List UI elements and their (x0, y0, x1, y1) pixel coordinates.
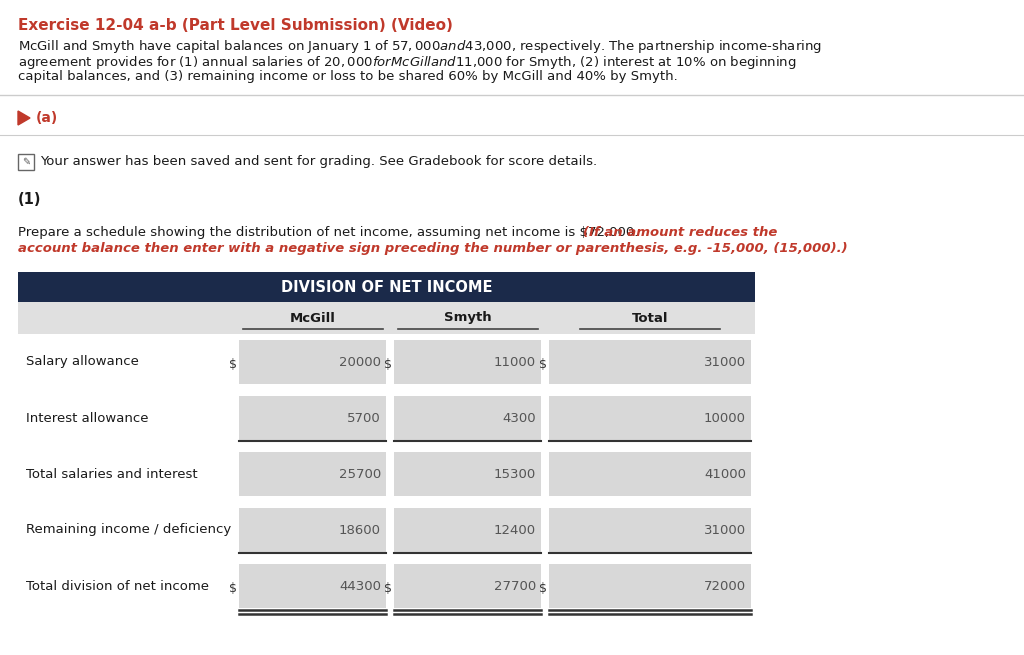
Text: Remaining income / deficiency: Remaining income / deficiency (26, 523, 231, 536)
Text: $: $ (539, 358, 547, 371)
Text: 20000: 20000 (339, 356, 381, 369)
Bar (549, 396, 751, 440)
Bar (239, 452, 386, 496)
Bar (549, 564, 751, 608)
Bar (18, 302, 755, 334)
Bar (18, 558, 755, 614)
Bar (18, 390, 755, 446)
FancyBboxPatch shape (18, 154, 34, 170)
Bar (394, 564, 541, 608)
Text: Salary allowance: Salary allowance (26, 356, 139, 369)
Text: 72000: 72000 (703, 580, 746, 593)
Text: $: $ (384, 358, 392, 371)
Text: McGill and Smyth have capital balances on January 1 of $57,000 and $43,000, resp: McGill and Smyth have capital balances o… (18, 38, 822, 55)
Polygon shape (18, 111, 30, 125)
Text: (a): (a) (36, 111, 58, 125)
Text: 10000: 10000 (705, 411, 746, 424)
Text: Your answer has been saved and sent for grading. See Gradebook for score details: Your answer has been saved and sent for … (40, 155, 597, 168)
Text: (If an amount reduces the: (If an amount reduces the (583, 226, 777, 239)
Bar (239, 508, 386, 552)
Text: Smyth: Smyth (443, 312, 492, 324)
Text: ✎: ✎ (22, 157, 30, 167)
Bar (18, 334, 755, 390)
Bar (394, 508, 541, 552)
Text: $: $ (229, 582, 237, 595)
Bar (18, 272, 755, 302)
Text: Total division of net income: Total division of net income (26, 580, 209, 593)
Text: McGill: McGill (290, 312, 336, 324)
Bar (239, 564, 386, 608)
Text: 15300: 15300 (494, 468, 536, 481)
Text: $: $ (539, 582, 547, 595)
Bar (394, 340, 541, 384)
Text: Total: Total (632, 312, 669, 324)
Bar (394, 396, 541, 440)
Bar (549, 452, 751, 496)
Text: 4300: 4300 (503, 411, 536, 424)
Text: 11000: 11000 (494, 356, 536, 369)
Text: $: $ (229, 358, 237, 371)
Text: capital balances, and (3) remaining income or loss to be shared 60% by McGill an: capital balances, and (3) remaining inco… (18, 70, 678, 83)
Text: DIVISION OF NET INCOME: DIVISION OF NET INCOME (281, 280, 493, 295)
Text: account balance then enter with a negative sign preceding the number or parenthe: account balance then enter with a negati… (18, 242, 848, 255)
Text: 25700: 25700 (339, 468, 381, 481)
Text: Total salaries and interest: Total salaries and interest (26, 468, 198, 481)
Bar (549, 508, 751, 552)
Text: $: $ (384, 582, 392, 595)
Text: 41000: 41000 (705, 468, 746, 481)
Bar (394, 452, 541, 496)
Bar (18, 446, 755, 502)
Text: (1): (1) (18, 192, 42, 207)
Text: agreement provides for (1) annual salaries of $20,000 for McGill and $11,000 for: agreement provides for (1) annual salari… (18, 54, 797, 71)
Text: 27700: 27700 (494, 580, 536, 593)
Text: 44300: 44300 (339, 580, 381, 593)
Bar (239, 396, 386, 440)
Text: Interest allowance: Interest allowance (26, 411, 148, 424)
Text: 12400: 12400 (494, 523, 536, 536)
Text: 31000: 31000 (703, 356, 746, 369)
Bar (18, 502, 755, 558)
Text: 5700: 5700 (347, 411, 381, 424)
Bar (549, 340, 751, 384)
Text: 18600: 18600 (339, 523, 381, 536)
Bar (239, 340, 386, 384)
Text: Exercise 12-04 a-b (Part Level Submission) (Video): Exercise 12-04 a-b (Part Level Submissio… (18, 18, 453, 33)
Text: Prepare a schedule showing the distribution of net income, assuming net income i: Prepare a schedule showing the distribut… (18, 226, 638, 239)
Text: 31000: 31000 (703, 523, 746, 536)
